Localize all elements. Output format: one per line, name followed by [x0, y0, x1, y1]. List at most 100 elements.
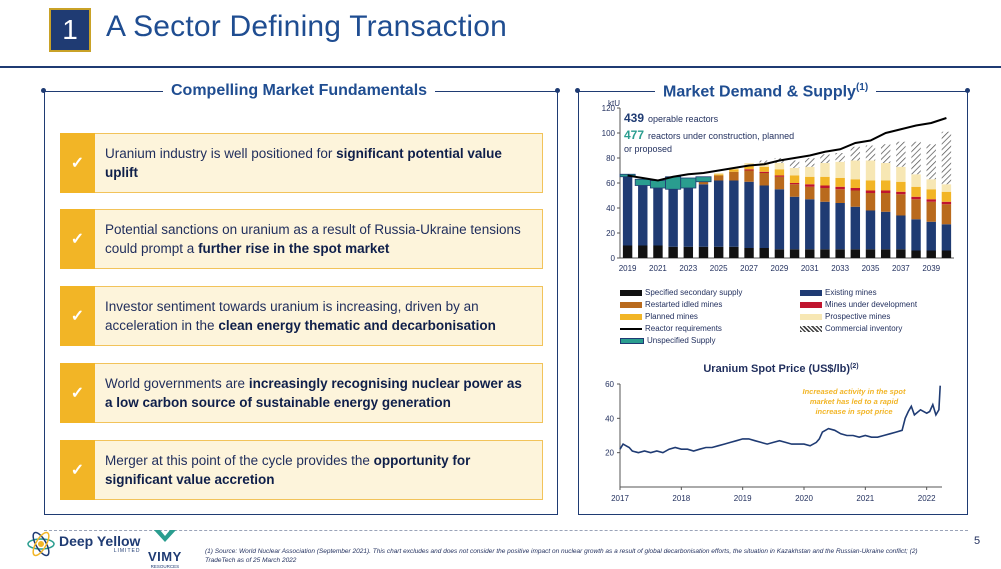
bar-specified-secondary-supply — [759, 248, 769, 258]
bar-prospective-mines — [820, 163, 830, 177]
x-tick-label: 2039 — [922, 264, 940, 273]
market-fundamentals-heading: Compelling Market Fundamentals — [163, 82, 436, 100]
atom-icon — [27, 531, 55, 557]
bar-commercial-inventory — [896, 141, 906, 167]
bar-planned-mines — [835, 178, 845, 187]
y-tick-label: 100 — [602, 129, 616, 138]
bar-unspecified-supply — [680, 177, 697, 189]
bar-existing-mines — [698, 184, 709, 247]
bar-existing-mines — [744, 181, 754, 248]
deep-yellow-wordmark: Deep Yellow — [59, 532, 141, 549]
bar-specified-secondary-supply — [789, 249, 800, 258]
bar-unspecified-supply — [619, 173, 636, 178]
page-number: 5 — [974, 535, 981, 547]
bar-planned-mines — [926, 189, 936, 200]
bar-prospective-mines — [789, 168, 800, 176]
bar-prospective-mines — [911, 174, 921, 187]
bar-commercial-inventory — [926, 144, 936, 180]
fundamental-text-plain: Potential sanctions on uranium as a resu… — [105, 222, 521, 256]
y-tick-label: 20 — [606, 229, 615, 238]
bar-commercial-inventory — [880, 144, 891, 163]
check-icon: ✓ — [60, 363, 95, 423]
y-tick-label: 20 — [605, 449, 614, 458]
legend-label: Existing mines — [825, 288, 877, 297]
x-tick-label: 2035 — [862, 264, 880, 273]
x-tick-label: 2020 — [795, 494, 813, 503]
vimy-logo: VIMY RESOURCES — [148, 528, 182, 569]
check-icon: ✓ — [60, 209, 95, 269]
bar-specified-secondary-supply — [622, 245, 633, 258]
bar-specified-secondary-supply — [698, 246, 709, 258]
legend-label: Commercial inventory — [825, 324, 903, 333]
spot-chart-title: Uranium Spot Price (US$/lb)(2) — [703, 363, 858, 375]
bar-existing-mines — [774, 189, 785, 250]
legend-item: Mines under development — [800, 300, 917, 309]
fundamental-text-bold: further rise in the spot market — [198, 241, 390, 256]
spot-annotation: Increased activity in the spot market has… — [803, 387, 906, 416]
bar-mines-under-development — [759, 171, 769, 173]
bar-commercial-inventory — [865, 145, 876, 161]
bar-planned-mines — [941, 191, 952, 202]
bar-mines-under-development — [820, 185, 830, 188]
x-tick-label: 2027 — [740, 264, 758, 273]
bar-restarted-idled-mines — [744, 170, 754, 182]
bar-planned-mines — [880, 180, 891, 191]
bar-mines-under-development — [926, 199, 936, 202]
bar-planned-mines — [805, 176, 815, 185]
y-tick-label: 0 — [611, 254, 616, 263]
bar-restarted-idled-mines — [850, 190, 861, 207]
legend-label: Mines under development — [825, 300, 918, 309]
bar-mines-under-development — [789, 183, 800, 185]
spot-chart-title-sup: (2) — [850, 363, 859, 370]
bar-planned-mines — [865, 180, 876, 191]
spot-price-chart: Uranium Spot Price (US$/lb)(2) 20 40 60 2017… — [605, 363, 942, 503]
bar-unspecified-supply — [649, 180, 666, 189]
bar-planned-mines — [759, 166, 769, 172]
bar-restarted-idled-mines — [774, 176, 785, 190]
fundamental-item: ✓ Investor sentiment towards uranium is i… — [60, 286, 543, 346]
fundamental-text-plain: Uranium industry is well positioned for — [105, 146, 337, 161]
bar-restarted-idled-mines — [926, 201, 936, 222]
slide-number: 1 — [62, 14, 78, 45]
bar-planned-mines — [713, 174, 724, 176]
bar-mines-under-development — [880, 190, 891, 193]
bar-mines-under-development — [865, 190, 876, 193]
fundamental-text: Uranium industry is well positioned for … — [95, 133, 543, 193]
bar-unspecified-supply — [695, 176, 712, 183]
x-tick-label: 2019 — [734, 494, 752, 503]
bar-existing-mines — [789, 196, 800, 250]
vimy-mark-icon — [153, 530, 176, 542]
y-axis-label: ktU — [608, 99, 620, 108]
legend-label: Restarted idled mines — [645, 300, 723, 309]
bar-commercial-inventory — [835, 153, 845, 162]
x-tick-label: 2023 — [679, 264, 697, 273]
bar-specified-secondary-supply — [744, 248, 754, 258]
legend-item: Existing mines — [800, 288, 877, 297]
bar-specified-secondary-supply — [926, 250, 936, 258]
panel-corner-dot — [555, 88, 560, 93]
operable-reactors-annotation: 439 operable reactors — [624, 111, 719, 125]
panel-corner-dot — [41, 88, 46, 93]
fundamental-item: ✓ Merger at this point of the cycle provi… — [60, 440, 543, 500]
bar-specified-secondary-supply — [638, 245, 648, 258]
spot-chart-title-text: Uranium Spot Price (US$/lb) — [703, 363, 850, 375]
bar-commercial-inventory — [850, 146, 861, 161]
slide-number-badge: 1 — [49, 8, 91, 52]
bar-existing-mines — [926, 221, 936, 251]
spot-price-line — [619, 385, 941, 454]
bar-restarted-idled-mines — [789, 184, 800, 197]
bar-mines-under-development — [941, 201, 952, 205]
legend-swatch — [800, 313, 822, 320]
footer-divider — [44, 530, 968, 531]
bar-commercial-inventory — [820, 154, 830, 163]
bar-restarted-idled-mines — [880, 193, 891, 212]
bar-commercial-inventory — [759, 160, 769, 163]
bar-commercial-inventory — [911, 141, 921, 175]
bar-existing-mines — [638, 185, 648, 246]
bar-restarted-idled-mines — [729, 171, 739, 181]
demand-supply-heading: Market Demand & Supply(1) — [655, 82, 877, 102]
bar-unspecified-supply — [634, 178, 651, 186]
bar-specified-secondary-supply — [896, 249, 906, 258]
demand-supply-heading-text: Market Demand & Supply — [663, 83, 856, 101]
bar-mines-under-development — [850, 188, 861, 191]
